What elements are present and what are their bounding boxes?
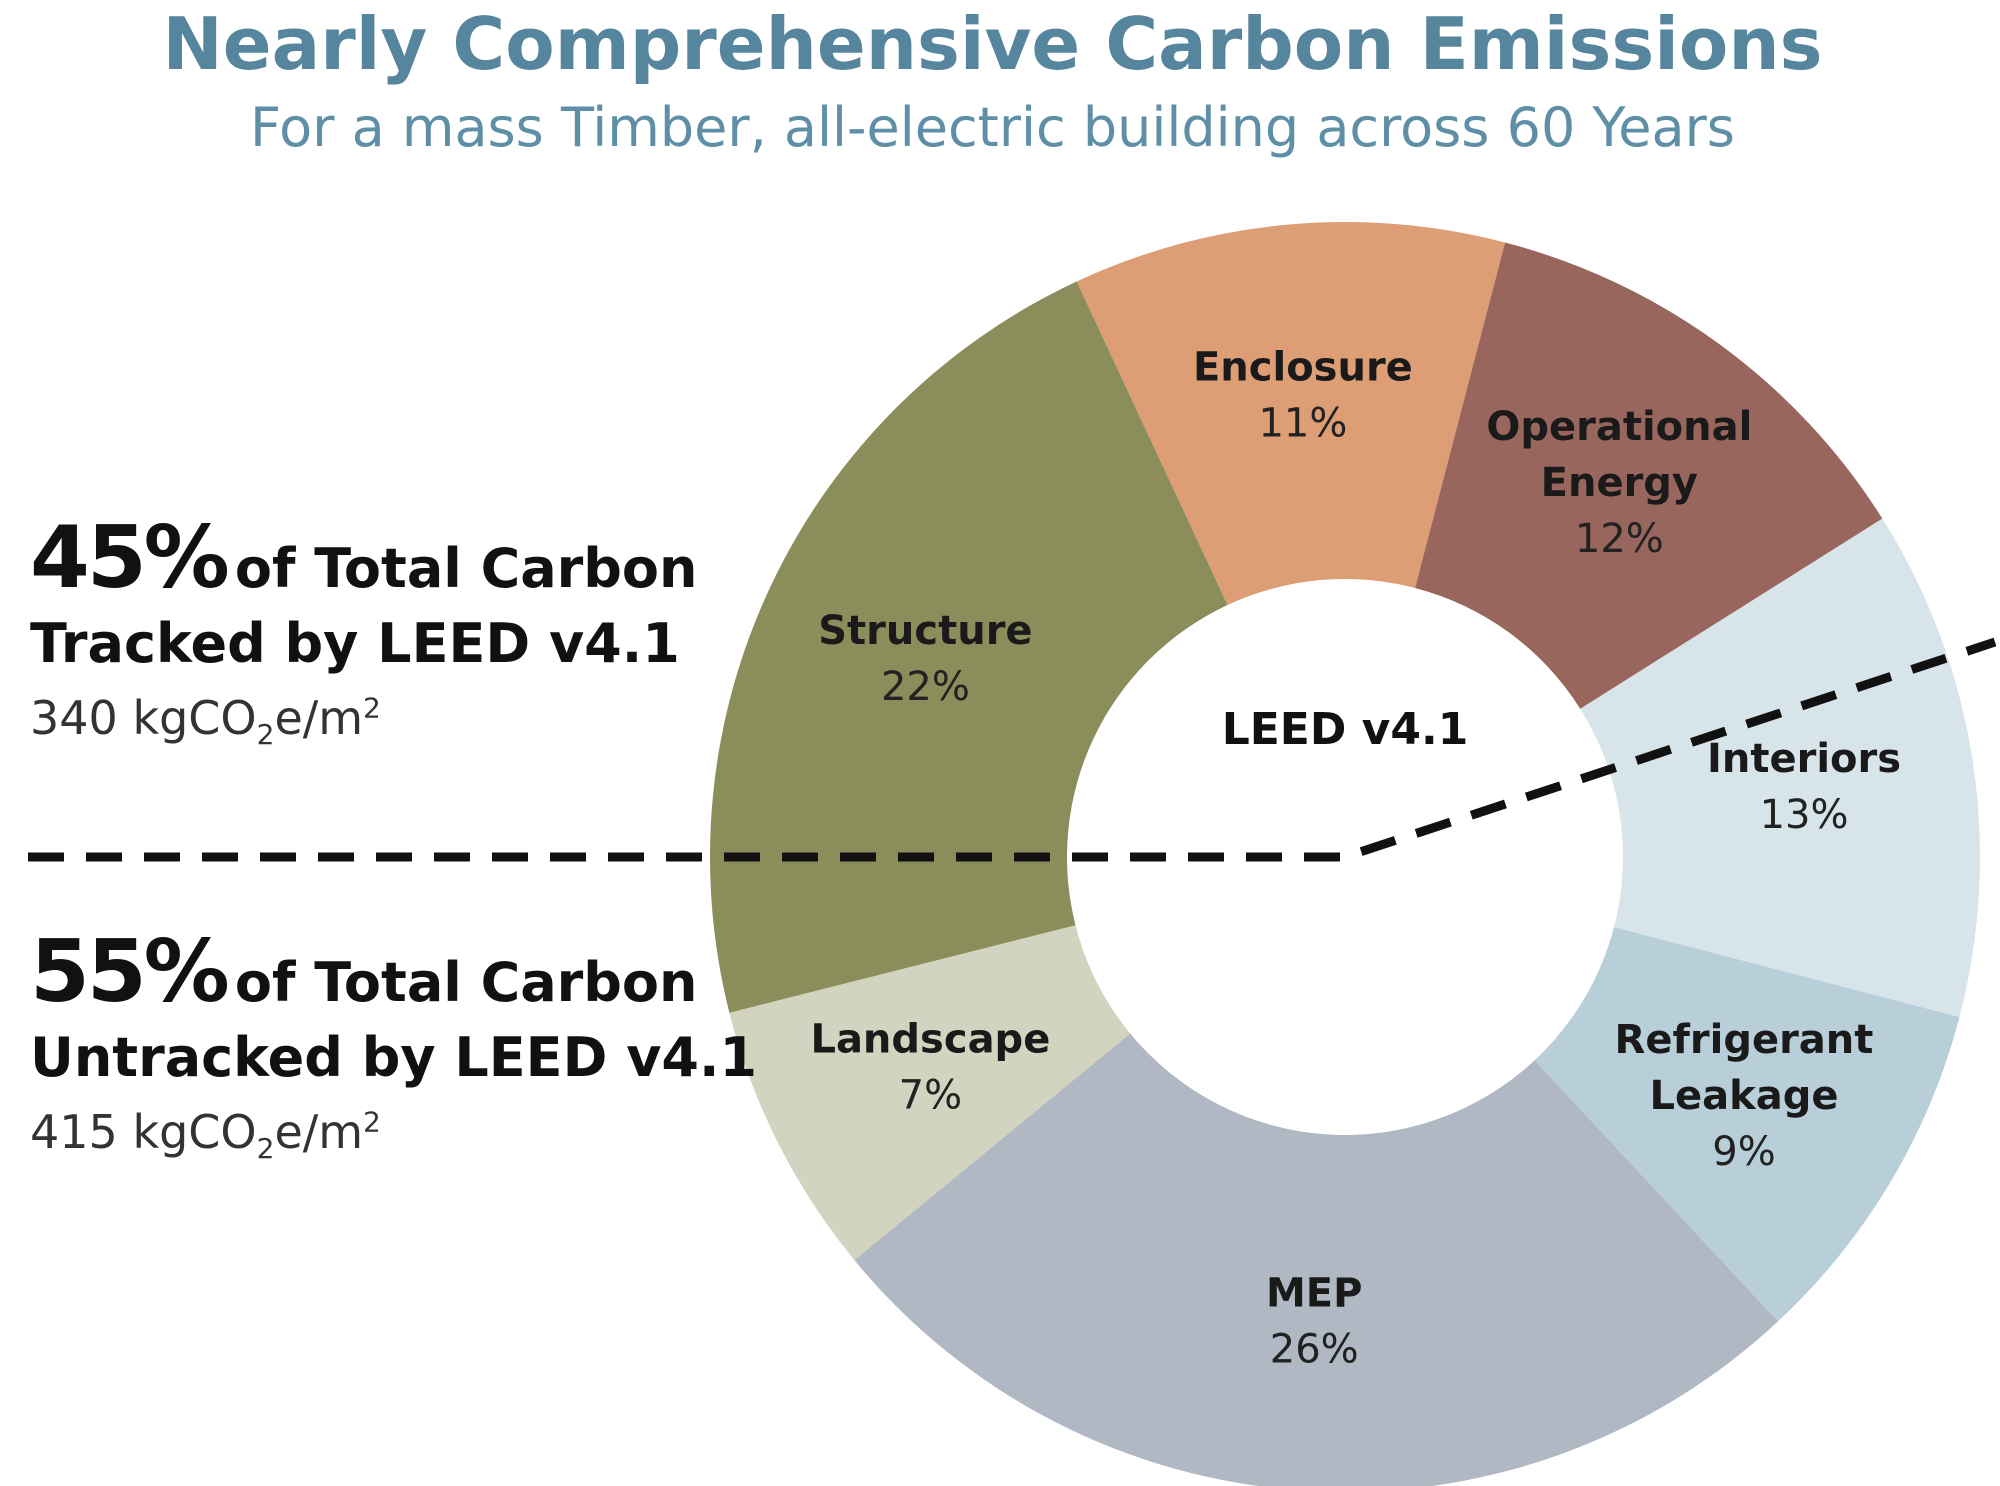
tracked-of-total: of Total Carbon: [234, 537, 698, 600]
untracked-unit-sup: 2: [363, 1105, 381, 1139]
slice-value-interiors: 13%: [1760, 792, 1849, 838]
untracked-unit-mid: e/m: [274, 1105, 364, 1159]
tracked-summary: 45% of Total Carbon Tracked by LEED v4.1 …: [30, 508, 697, 751]
slice-label-structure: Structure: [818, 608, 1032, 654]
untracked-value: 415 kgCO2e/m2: [30, 1105, 757, 1165]
tracked-percent: 45%: [30, 508, 230, 608]
tracked-number: 340: [30, 691, 118, 745]
center-label: LEED v4.1: [1222, 704, 1469, 755]
slice-landscape: [729, 925, 1131, 1261]
slice-label-landscape: Landscape: [810, 1016, 1050, 1062]
untracked-percent: 55%: [30, 922, 230, 1022]
slice-label-operational-energy-line2: Energy: [1541, 460, 1698, 506]
slice-operational-energy: [1415, 242, 1883, 709]
chart-title: Nearly Comprehensive Carbon Emissions: [162, 2, 1823, 86]
untracked-of-total: of Total Carbon: [234, 951, 698, 1014]
slice-enclosure: [1076, 222, 1506, 606]
tracked-unit-sup: 2: [363, 691, 381, 725]
slice-label-interiors: Interiors: [1707, 736, 1901, 782]
slice-label-mep: MEP: [1266, 1270, 1362, 1316]
untracked-summary: 55% of Total Carbon Untracked by LEED v4.…: [30, 922, 757, 1165]
slice-value-refrigerant-leakage: 9%: [1712, 1129, 1775, 1175]
slice-mep: [854, 1033, 1779, 1486]
untracked-unit-prefix: kgCO: [132, 1105, 257, 1159]
slice-interiors: [1580, 518, 1981, 1018]
leed-boundary-divider: [28, 637, 1997, 862]
tracked-unit-sub: 2: [256, 718, 275, 752]
slice-label-refrigerant-leakage-line1: Refrigerant: [1615, 1017, 1874, 1063]
slice-value-mep: 26%: [1270, 1326, 1359, 1372]
slice-value-operational-energy: 12%: [1575, 516, 1664, 562]
slice-structure: [710, 281, 1228, 1013]
untracked-label: Untracked by LEED v4.1: [30, 1026, 758, 1089]
slice-value-structure: 22%: [881, 664, 970, 710]
tracked-unit-prefix: kgCO: [132, 691, 257, 745]
slice-value-enclosure: 11%: [1258, 400, 1347, 446]
slice-label-refrigerant-leakage-line2: Leakage: [1650, 1073, 1839, 1119]
untracked-number: 415: [30, 1105, 118, 1159]
slice-value-landscape: 7%: [899, 1072, 962, 1118]
slice-label-enclosure: Enclosure: [1193, 344, 1413, 390]
tracked-value: 340 kgCO2e/m2: [30, 691, 697, 751]
slice-refrigerant-leakage: [1534, 927, 1960, 1322]
tracked-unit-mid: e/m: [274, 691, 364, 745]
tracked-label: Tracked by LEED v4.1: [30, 612, 680, 675]
slice-label-operational-energy-line1: Operational: [1486, 404, 1752, 450]
untracked-unit-sub: 2: [256, 1132, 275, 1166]
chart-subtitle: For a mass Timber, all-electric building…: [250, 96, 1735, 159]
